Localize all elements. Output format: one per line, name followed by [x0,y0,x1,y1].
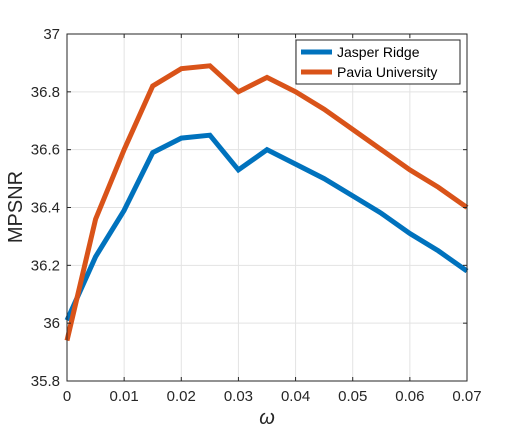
series-line-pavia-university [64,63,469,342]
x-tick-label: 0.06 [395,388,424,405]
x-tick-label: 0 [63,388,71,405]
y-tick-labels: 35.8 36 36.2 36.4 36.6 36.8 37 [31,26,60,390]
x-tick-labels: 0 0.01 0.02 0.03 0.04 0.05 0.06 0.07 [63,388,482,405]
y-tick-label: 37 [43,26,60,43]
x-tick-label: 0.05 [338,388,367,405]
legend-label-jasper-ridge: Jasper Ridge [337,44,420,60]
series-line-jasper-ridge [64,132,469,322]
y-tick-label: 36 [43,315,60,332]
x-tick-label: 0.07 [452,388,481,405]
y-axis-label: MPSNR [5,171,27,243]
x-axis-label: ω [259,407,275,429]
x-tick-label: 0.01 [110,388,139,405]
series-lines [64,63,469,342]
x-tick-label: 0.02 [167,388,196,405]
x-tick-label: 0.03 [224,388,253,405]
y-tick-label: 36.6 [31,142,60,159]
y-tick-label: 36.8 [31,84,60,101]
y-tick-label: 36.4 [31,200,60,217]
tick-marks [66,33,468,382]
y-tick-label: 36.2 [31,257,60,274]
x-tick-label: 0.04 [281,388,310,405]
legend: Jasper Ridge Pavia University [295,39,461,85]
legend-label-pavia-university: Pavia University [337,64,437,80]
legend-box [295,39,461,85]
y-tick-label: 35.8 [31,373,60,390]
